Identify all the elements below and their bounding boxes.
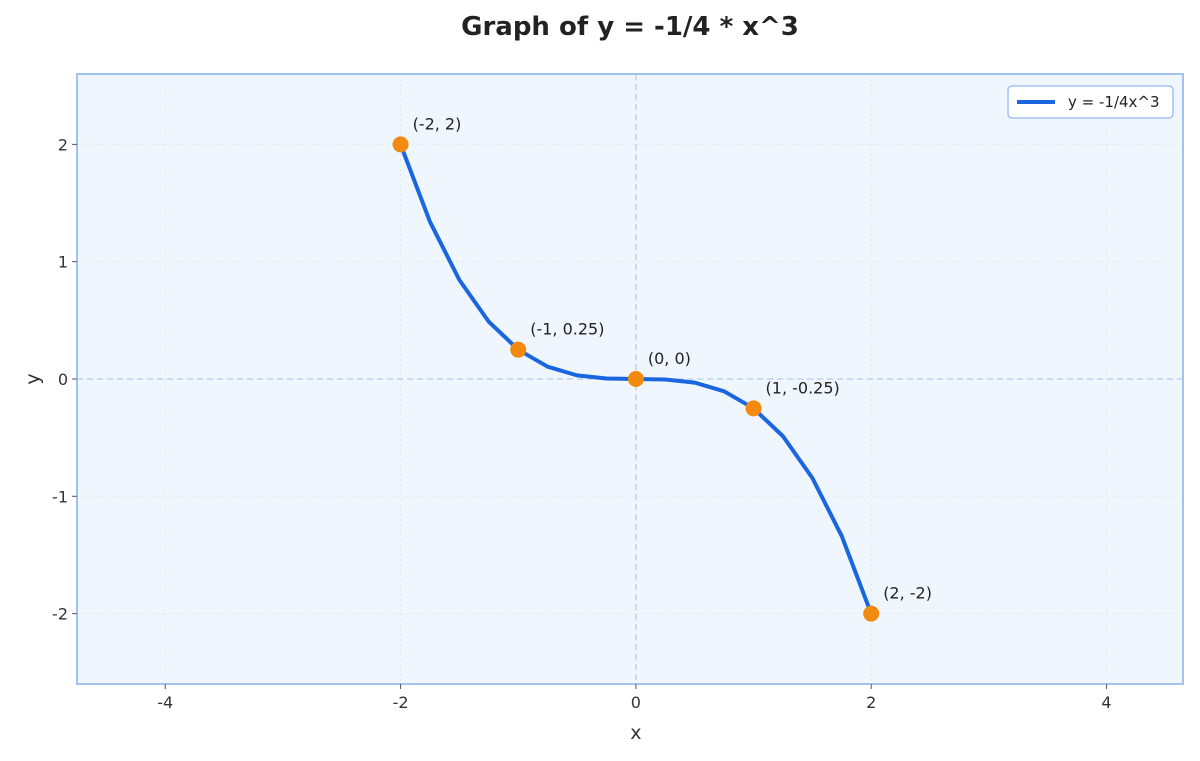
data-point [745, 400, 762, 417]
data-point [627, 371, 644, 387]
x-tick-label: -4 [157, 693, 173, 712]
chart-title: Graph of y = -1/4 * x^3 [461, 12, 799, 42]
data-point-label: (0, 0) [648, 349, 691, 368]
y-axis-label: y [22, 373, 44, 384]
y-tick-label: 0 [58, 370, 68, 389]
data-point [863, 605, 880, 622]
data-point-label: (2, -2) [883, 584, 932, 603]
points-layer [392, 136, 880, 622]
y-ticks: -2 -1 0 1 2 [52, 135, 77, 624]
y-tick-label: 1 [58, 253, 68, 272]
x-tick-label: 2 [866, 693, 876, 712]
y-tick-label: -2 [52, 605, 68, 624]
data-point [392, 136, 409, 153]
x-tick-label: -2 [393, 693, 409, 712]
data-point [510, 341, 527, 358]
point-labels: (-2, 2) (-1, 0.25) (0, 0) (1, -0.25) (2, -2) [413, 114, 932, 602]
x-ticks: -4 -2 0 2 4 [157, 684, 1112, 712]
legend: y = -1/4x^3 [1007, 85, 1174, 119]
legend-label: y = -1/4x^3 [1068, 93, 1160, 111]
x-tick-label: 4 [1101, 693, 1111, 712]
y-tick-label: -1 [52, 487, 68, 506]
data-point-label: (-2, 2) [413, 114, 462, 133]
data-point-label: (-1, 0.25) [530, 320, 604, 339]
data-point-label: (1, -0.25) [766, 378, 840, 397]
legend-box [1007, 85, 1174, 119]
x-axis-label: x [630, 722, 641, 744]
y-tick-label: 2 [58, 135, 68, 154]
x-tick-label: 0 [631, 693, 641, 712]
